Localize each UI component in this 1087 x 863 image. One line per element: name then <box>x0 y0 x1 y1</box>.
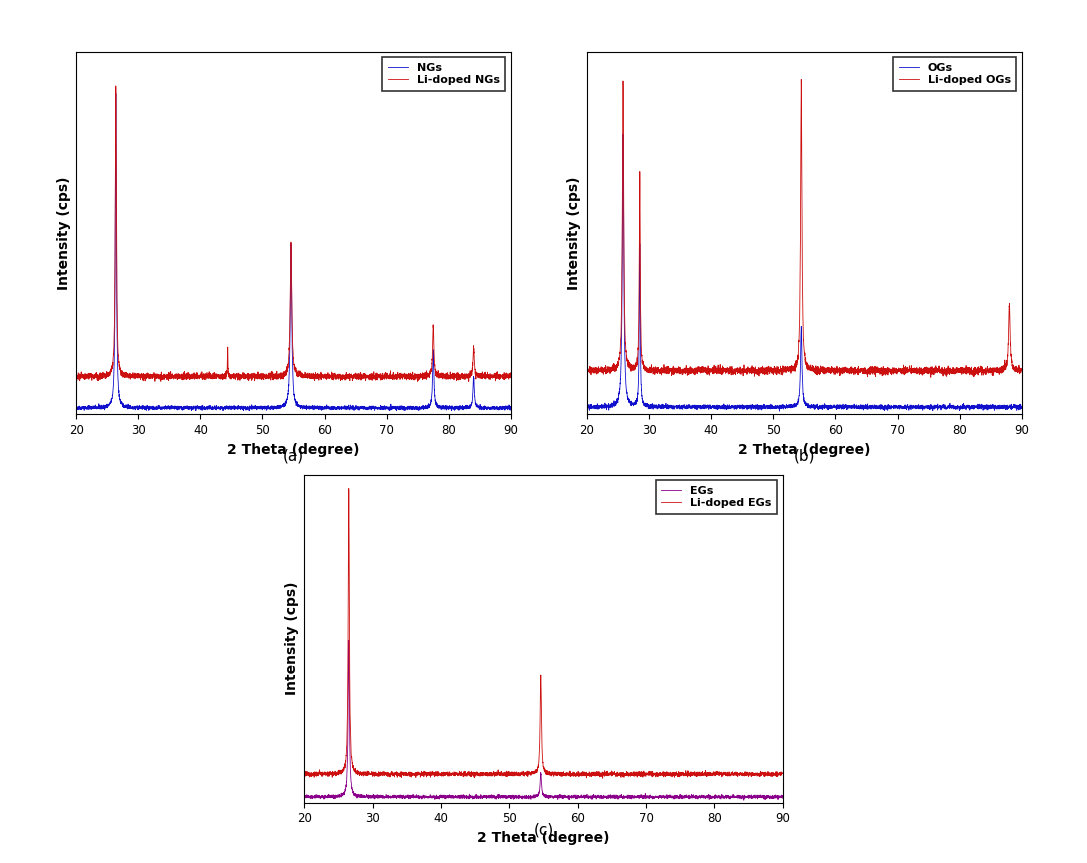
Y-axis label: Intensity (cps): Intensity (cps) <box>285 582 299 696</box>
Li-doped EGs <box>342 483 355 494</box>
Li-doped OGs <box>763 369 776 379</box>
Y-axis label: Intensity (cps): Intensity (cps) <box>567 176 582 290</box>
Line: Li-doped OGs: Li-doped OGs <box>587 79 1022 377</box>
Li-doped EGs <box>298 768 311 778</box>
Line: Li-doped NGs: Li-doped NGs <box>76 86 511 381</box>
EGs <box>342 635 355 646</box>
Li-doped NGs <box>470 370 483 381</box>
NGs <box>390 406 403 416</box>
X-axis label: 2 Theta (degree): 2 Theta (degree) <box>227 443 360 457</box>
Li-doped OGs <box>580 363 594 374</box>
EGs <box>762 792 775 803</box>
OGs <box>1002 401 1015 412</box>
Li-doped OGs <box>924 372 937 382</box>
NGs <box>470 400 483 410</box>
Li-doped EGs <box>646 770 659 780</box>
NGs <box>70 402 83 413</box>
Line: EGs: EGs <box>304 640 783 800</box>
EGs <box>525 792 538 803</box>
Li-doped OGs <box>980 365 994 375</box>
OGs <box>980 403 994 413</box>
Li-doped NGs <box>276 374 289 384</box>
Legend: EGs, Li-doped EGs: EGs, Li-doped EGs <box>655 480 777 513</box>
Li-doped NGs <box>462 376 475 387</box>
NGs <box>504 402 517 413</box>
Li-doped NGs <box>386 373 399 383</box>
Text: (a): (a) <box>283 449 304 463</box>
Line: Li-doped EGs: Li-doped EGs <box>304 488 783 778</box>
Li-doped EGs <box>502 769 515 779</box>
Li-doped EGs <box>762 769 775 779</box>
NGs <box>386 403 399 413</box>
OGs <box>580 401 594 412</box>
OGs <box>763 403 776 413</box>
NGs <box>276 401 289 412</box>
EGs <box>737 795 750 805</box>
Y-axis label: Intensity (cps): Intensity (cps) <box>57 176 71 290</box>
Li-doped NGs <box>255 370 268 381</box>
OGs <box>787 402 800 413</box>
EGs <box>646 793 659 803</box>
Li-doped NGs <box>70 373 83 383</box>
X-axis label: 2 Theta (degree): 2 Theta (degree) <box>738 443 871 457</box>
Text: (c): (c) <box>534 822 553 837</box>
Li-doped EGs <box>499 770 512 780</box>
EGs <box>776 793 789 803</box>
Text: (b): (b) <box>794 449 815 463</box>
NGs <box>252 403 265 413</box>
OGs <box>897 401 910 412</box>
Li-doped NGs <box>252 372 265 382</box>
Li-doped NGs <box>110 81 123 91</box>
OGs <box>1015 403 1028 413</box>
Li-doped NGs <box>491 372 504 382</box>
Li-doped NGs <box>504 368 517 378</box>
NGs <box>255 402 268 413</box>
Legend: NGs, Li-doped NGs: NGs, Li-doped NGs <box>383 57 505 91</box>
Li-doped EGs <box>525 768 538 778</box>
OGs <box>773 406 786 416</box>
OGs <box>766 402 779 413</box>
Legend: OGs, Li-doped OGs: OGs, Li-doped OGs <box>894 57 1016 91</box>
Line: NGs: NGs <box>76 94 511 411</box>
Li-doped EGs <box>596 773 609 784</box>
Li-doped OGs <box>897 364 910 375</box>
EGs <box>738 790 751 800</box>
EGs <box>499 792 512 803</box>
EGs <box>502 792 515 803</box>
X-axis label: 2 Theta (degree): 2 Theta (degree) <box>477 831 610 845</box>
Li-doped OGs <box>1002 326 1015 337</box>
NGs <box>110 89 123 99</box>
Li-doped EGs <box>776 768 789 778</box>
NGs <box>491 404 504 414</box>
Li-doped OGs <box>787 362 800 373</box>
EGs <box>298 791 311 801</box>
Li-doped OGs <box>795 74 808 85</box>
Line: OGs: OGs <box>587 135 1022 411</box>
Li-doped OGs <box>766 364 779 375</box>
Li-doped EGs <box>738 769 751 779</box>
OGs <box>616 129 629 140</box>
Li-doped OGs <box>1015 364 1028 375</box>
